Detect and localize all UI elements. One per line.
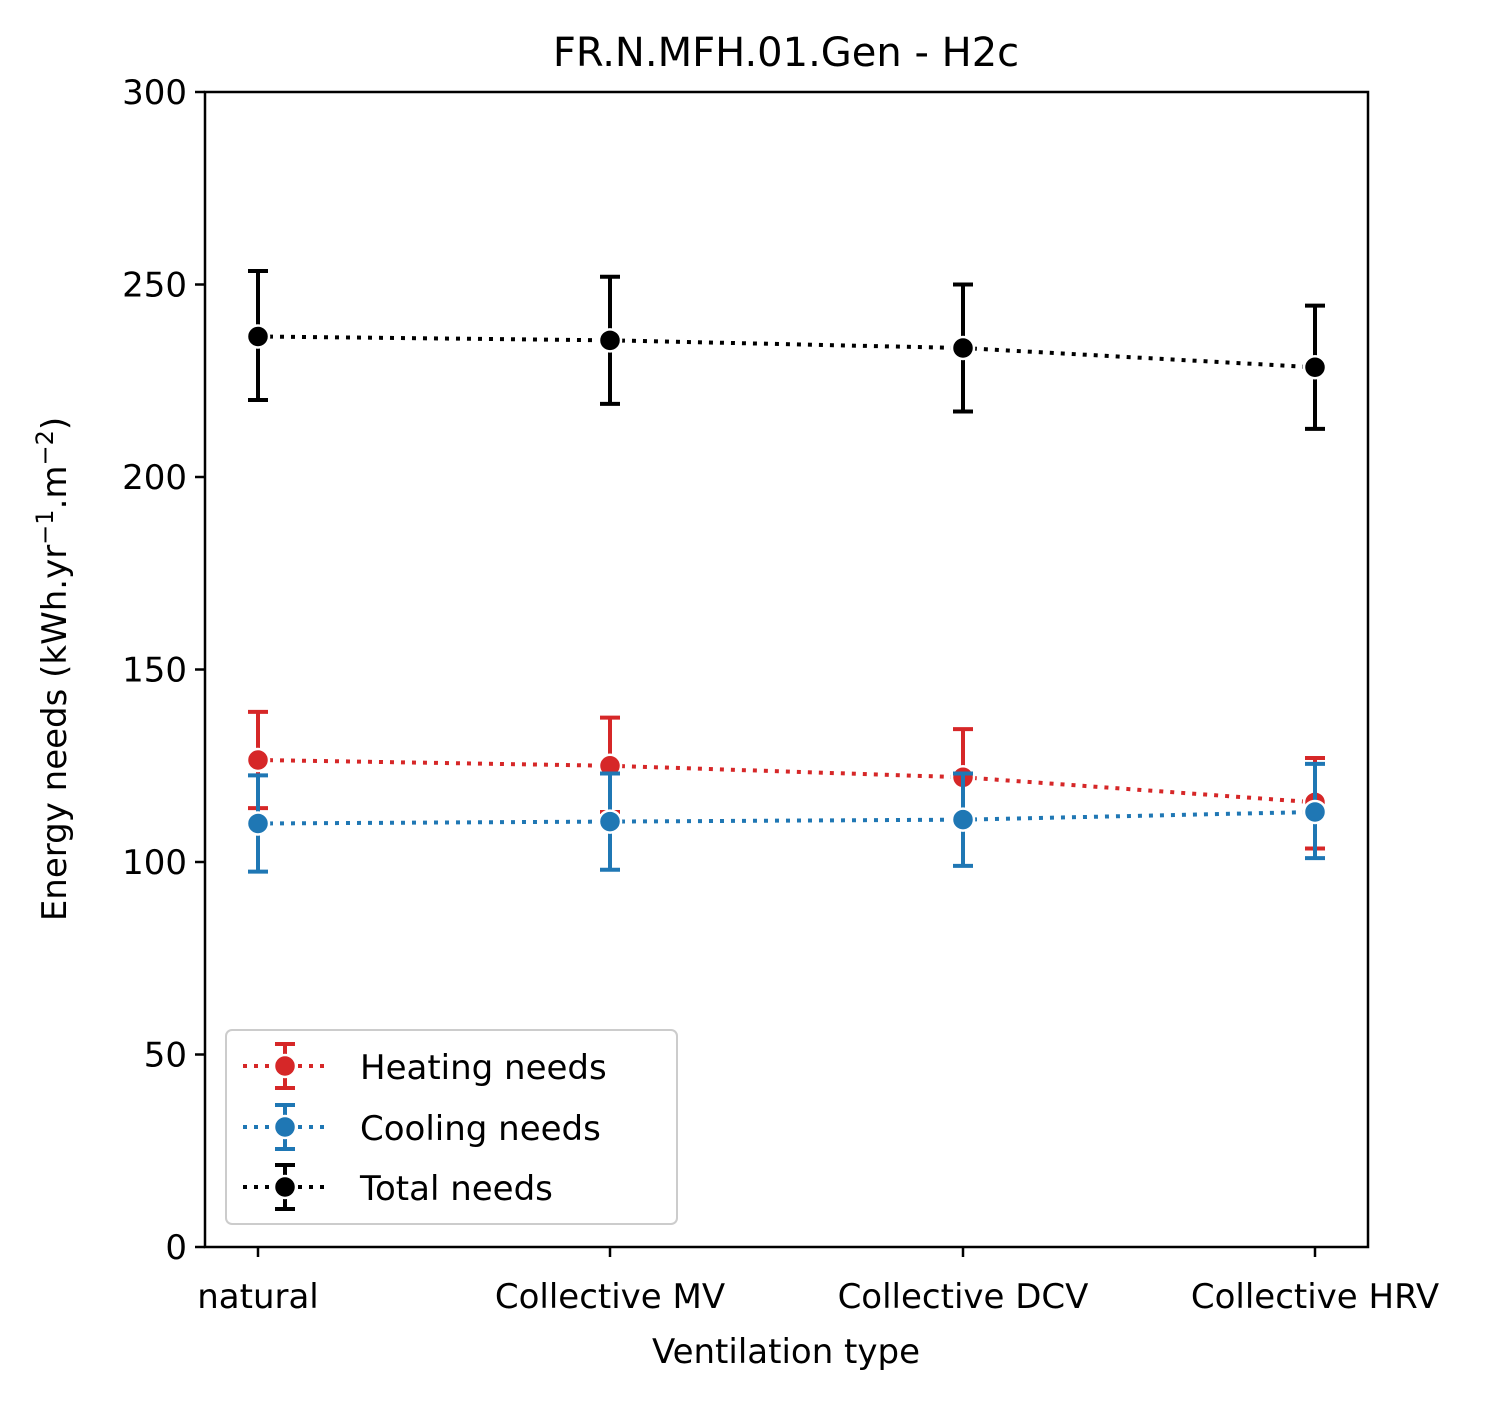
x-tick-label: Collective HRV [1191, 1277, 1439, 1317]
x-axis: natural Collective MV Collective DCV Collec… [197, 1247, 1439, 1317]
legend-item: Cooling needs [243, 1103, 601, 1151]
x-tick-label: Collective MV [495, 1277, 725, 1317]
data-point [950, 807, 976, 832]
series-total-needs [245, 269, 1328, 431]
y-tick-label: 150 [122, 651, 187, 691]
data-point [1302, 799, 1328, 825]
series-heating-needs [245, 709, 1328, 851]
series-line [257, 334, 1316, 370]
y-tick-label: 200 [122, 458, 187, 498]
series-cooling-needs [245, 761, 1328, 874]
data-point [1302, 355, 1328, 380]
legend-marker [272, 1174, 298, 1200]
legend-label: Heating needs [360, 1048, 607, 1088]
y-axis-label: Energy needs (kWh.yr−1.m−2) [31, 417, 75, 921]
data-point [597, 328, 623, 353]
x-tick-label: natural [197, 1277, 319, 1317]
legend: Heating needs Cooling needs Total needs [225, 1029, 678, 1225]
data-point [950, 335, 976, 361]
x-tick-label: Collective DCV [838, 1277, 1089, 1317]
y-tick-label: 100 [122, 843, 187, 883]
y-tick-label: 50 [144, 1036, 187, 1076]
chart-title: FR.N.MFH.01.Gen - H2c [553, 30, 1019, 76]
plot-area [245, 269, 1328, 874]
y-tick-label: 0 [165, 1228, 187, 1268]
data-point [245, 811, 271, 836]
y-tick-label: 250 [122, 266, 187, 306]
legend-box [225, 1029, 678, 1225]
data-point [245, 324, 271, 349]
data-point [597, 809, 623, 834]
data-point [245, 747, 271, 773]
y-axis: 0 50 100 150 200 250 300 [122, 73, 205, 1268]
y-tick-label: 300 [122, 73, 187, 113]
series-line [257, 809, 1316, 826]
legend-marker [272, 1114, 298, 1140]
series-line [257, 757, 1316, 805]
legend-label: Total needs [359, 1169, 553, 1209]
legend-item: Heating needs [243, 1042, 607, 1090]
legend-item: Total needs [243, 1163, 553, 1211]
legend-label: Cooling needs [360, 1109, 601, 1149]
legend-marker [272, 1053, 298, 1079]
x-axis-label: Ventilation type [652, 1332, 920, 1372]
